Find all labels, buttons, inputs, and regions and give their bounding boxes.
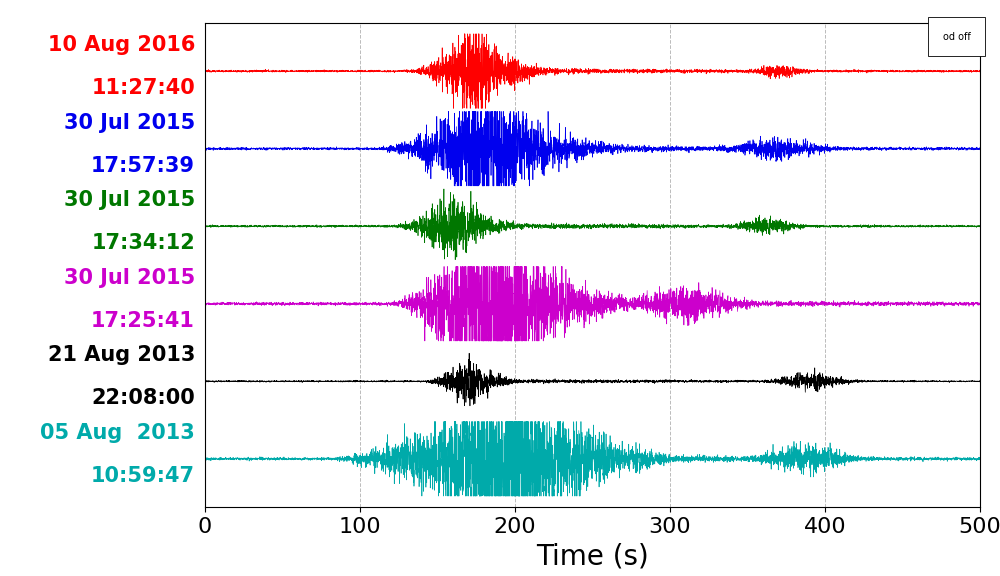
Text: 22:08:00: 22:08:00 — [91, 388, 195, 408]
Text: od off: od off — [943, 32, 971, 41]
Text: 17:57:39: 17:57:39 — [91, 156, 195, 176]
Text: 17:34:12: 17:34:12 — [91, 233, 195, 253]
Text: 10:59:47: 10:59:47 — [91, 466, 195, 486]
Text: 05 Aug  2013: 05 Aug 2013 — [40, 423, 195, 443]
Text: 30 Jul 2015: 30 Jul 2015 — [64, 112, 195, 132]
Text: 21 Aug 2013: 21 Aug 2013 — [48, 345, 195, 365]
Text: 30 Jul 2015: 30 Jul 2015 — [64, 268, 195, 287]
Text: 30 Jul 2015: 30 Jul 2015 — [64, 190, 195, 210]
Text: 11:27:40: 11:27:40 — [91, 78, 195, 98]
Text: 10 Aug 2016: 10 Aug 2016 — [48, 35, 195, 55]
Text: 17:25:41: 17:25:41 — [91, 310, 195, 331]
X-axis label: Time (s): Time (s) — [536, 542, 649, 570]
